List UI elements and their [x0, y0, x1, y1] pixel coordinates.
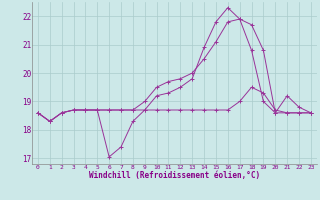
X-axis label: Windchill (Refroidissement éolien,°C): Windchill (Refroidissement éolien,°C) — [89, 171, 260, 180]
